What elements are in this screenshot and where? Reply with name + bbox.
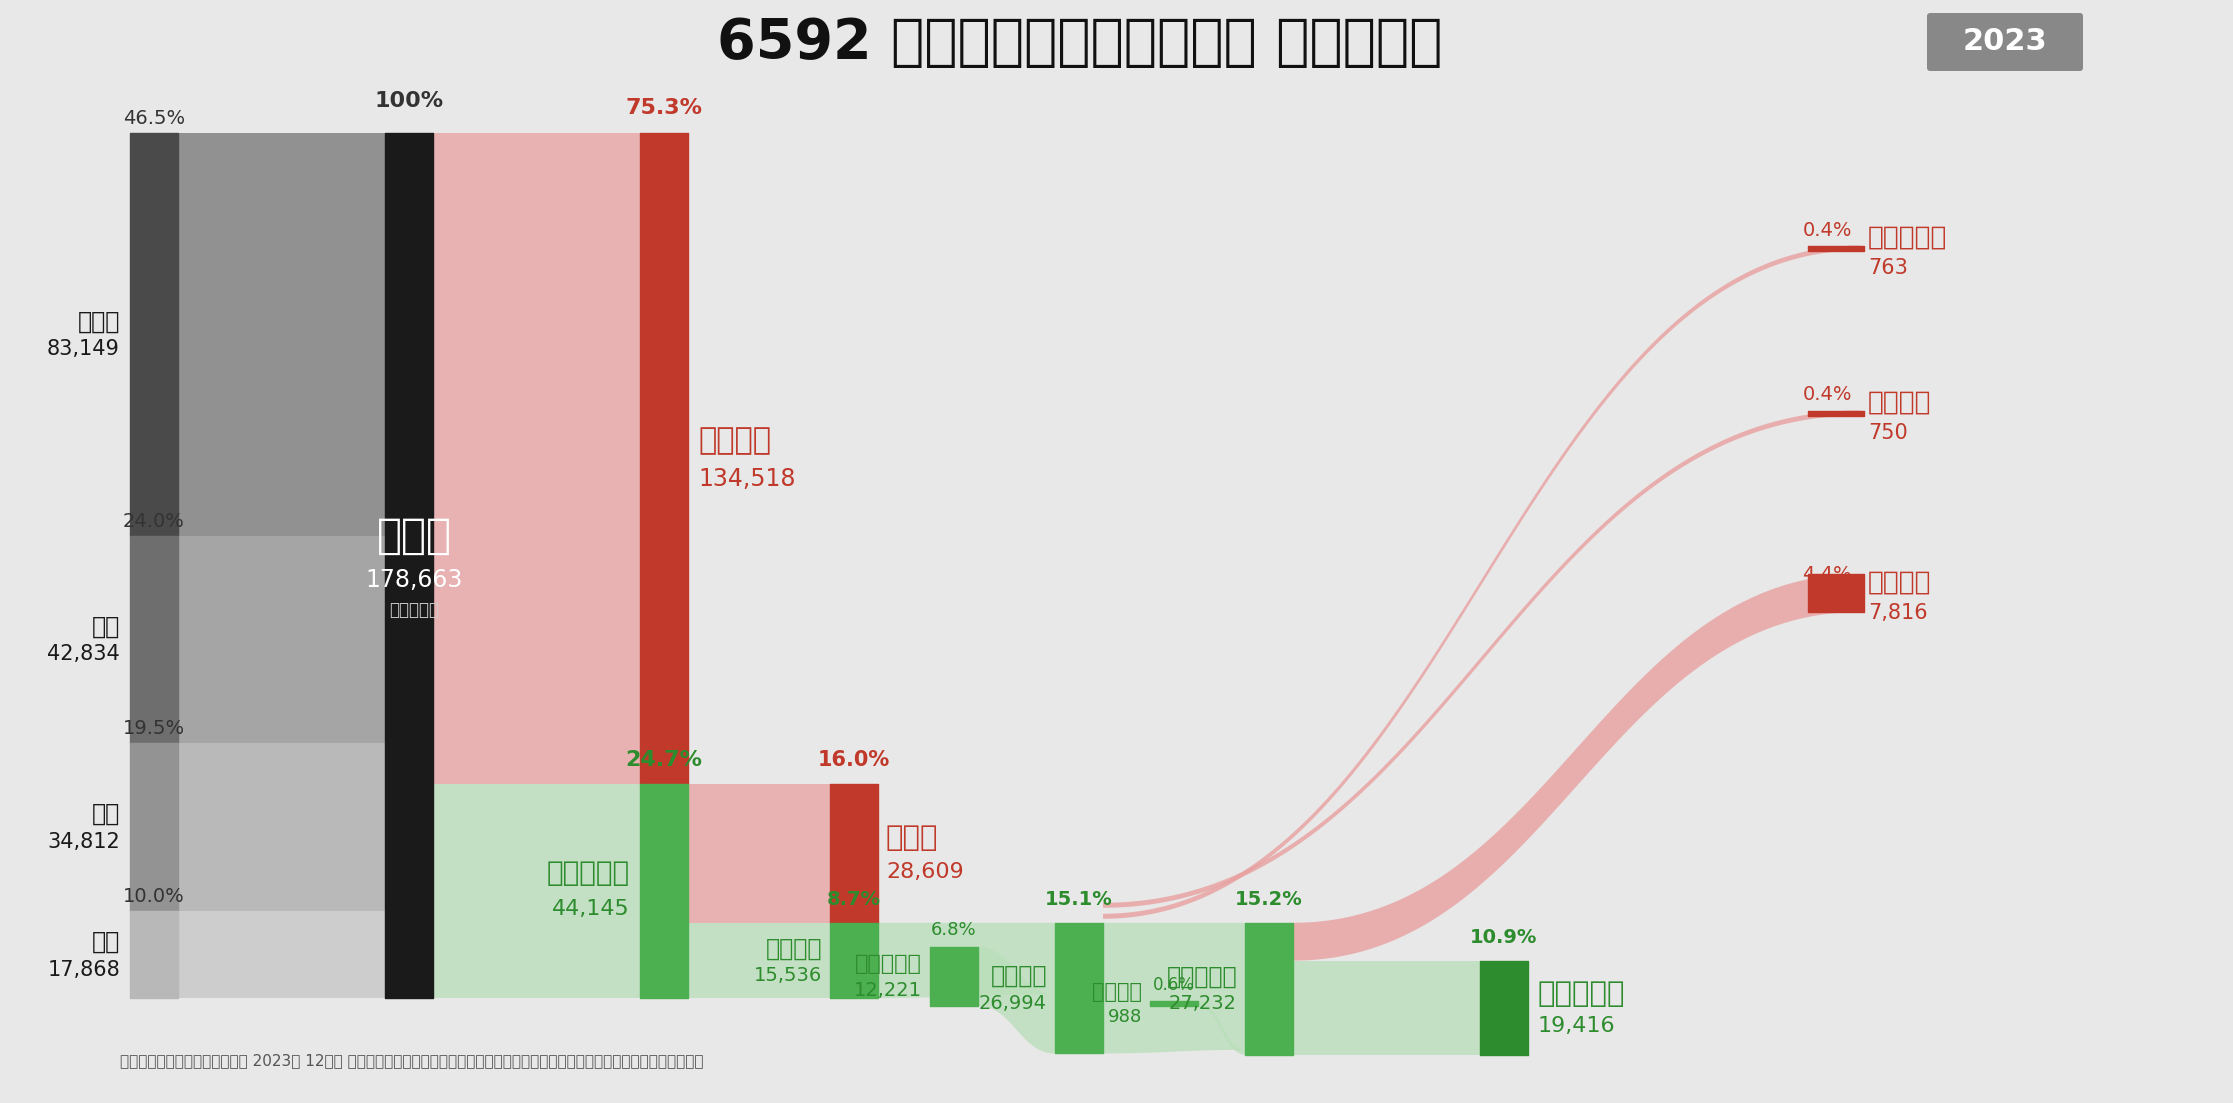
Polygon shape xyxy=(1197,1002,1246,1054)
Polygon shape xyxy=(179,743,384,911)
Text: 6592 マブチモーター株式会社 損益計算書: 6592 マブチモーター株式会社 損益計算書 xyxy=(717,17,1443,69)
Text: 988: 988 xyxy=(1108,1008,1141,1026)
Polygon shape xyxy=(688,784,831,923)
Text: 46.5%: 46.5% xyxy=(123,109,185,128)
Text: 24.0%: 24.0% xyxy=(123,512,185,531)
Polygon shape xyxy=(1293,574,1860,961)
Text: 34,812: 34,812 xyxy=(47,833,121,853)
Text: 経常利益: 経常利益 xyxy=(991,964,1047,988)
Text: 15.2%: 15.2% xyxy=(1235,890,1302,909)
Text: 75.3%: 75.3% xyxy=(625,98,703,118)
Text: アジア: アジア xyxy=(78,309,121,333)
Text: 763: 763 xyxy=(1869,258,1907,278)
Text: 法人税等: 法人税等 xyxy=(1869,570,1932,596)
Text: 15.1%: 15.1% xyxy=(1045,890,1112,909)
FancyBboxPatch shape xyxy=(1927,13,2083,71)
Polygon shape xyxy=(433,133,641,784)
Text: 16.0%: 16.0% xyxy=(817,750,891,770)
Text: 売上高: 売上高 xyxy=(377,514,451,557)
Polygon shape xyxy=(1293,961,1480,1054)
Polygon shape xyxy=(1103,923,1246,1053)
Text: 12,221: 12,221 xyxy=(853,981,922,1000)
Text: 10.9%: 10.9% xyxy=(1469,928,1539,946)
Text: 4.4%: 4.4% xyxy=(1802,566,1851,585)
Text: 17,868: 17,868 xyxy=(47,960,121,979)
Text: 日本: 日本 xyxy=(92,930,121,954)
Text: （百万円）: （百万円） xyxy=(389,601,440,620)
Text: 7,816: 7,816 xyxy=(1869,603,1927,623)
Polygon shape xyxy=(179,133,384,536)
Text: 特別利益: 特別利益 xyxy=(1092,982,1141,1002)
Polygon shape xyxy=(878,923,1054,998)
Text: 28,609: 28,609 xyxy=(887,861,965,881)
Text: 24.7%: 24.7% xyxy=(625,750,703,770)
Polygon shape xyxy=(179,536,384,743)
Text: 19.5%: 19.5% xyxy=(123,719,185,738)
Text: 26,994: 26,994 xyxy=(978,994,1047,1013)
Polygon shape xyxy=(688,923,831,998)
Text: 2023: 2023 xyxy=(1963,26,2048,55)
Text: 750: 750 xyxy=(1869,422,1907,443)
Text: 出典：マブチモーター株式会社 2023年 12月期 有価証券報告書　　図解：左記資料を基にザイマニ｜財務分析マニュアルが調整・作成: 出典：マブチモーター株式会社 2023年 12月期 有価証券報告書 図解：左記資… xyxy=(121,1053,703,1069)
Text: 営業利益: 営業利益 xyxy=(766,936,822,961)
Text: 8.7%: 8.7% xyxy=(826,890,882,909)
Text: 134,518: 134,518 xyxy=(699,467,795,491)
Text: 6.8%: 6.8% xyxy=(931,921,976,939)
Text: 販管費: 販管費 xyxy=(887,824,938,852)
Polygon shape xyxy=(433,784,641,998)
Text: 100%: 100% xyxy=(375,92,444,111)
Text: 0.6%: 0.6% xyxy=(1152,976,1195,994)
Text: 0.4%: 0.4% xyxy=(1802,221,1851,239)
Text: 営業外費用: 営業外費用 xyxy=(1869,225,1947,251)
Polygon shape xyxy=(1103,246,1860,919)
Polygon shape xyxy=(1103,410,1860,908)
Text: 83,149: 83,149 xyxy=(47,340,121,360)
Text: 売上総利益: 売上総利益 xyxy=(547,859,630,887)
Text: 42,834: 42,834 xyxy=(47,644,121,664)
Text: 0.4%: 0.4% xyxy=(1802,386,1851,405)
Text: 178,663: 178,663 xyxy=(366,568,462,592)
Text: 営業外収益: 営業外収益 xyxy=(855,954,922,974)
Polygon shape xyxy=(179,911,384,998)
Text: 特別損失: 特別損失 xyxy=(1869,390,1932,416)
Text: 15,536: 15,536 xyxy=(755,966,822,985)
Polygon shape xyxy=(978,946,1054,1053)
Text: 19,416: 19,416 xyxy=(1539,1016,1617,1036)
Text: 米国: 米国 xyxy=(92,802,121,826)
Text: 欧州: 欧州 xyxy=(92,614,121,639)
Text: 売上原価: 売上原価 xyxy=(699,426,770,456)
Text: 27,232: 27,232 xyxy=(1170,994,1237,1014)
Text: 10.0%: 10.0% xyxy=(123,888,185,907)
Text: 税引前利益: 税引前利益 xyxy=(1166,965,1237,988)
Text: 44,145: 44,145 xyxy=(552,899,630,919)
Text: 当期純利益: 当期純利益 xyxy=(1539,979,1626,1008)
